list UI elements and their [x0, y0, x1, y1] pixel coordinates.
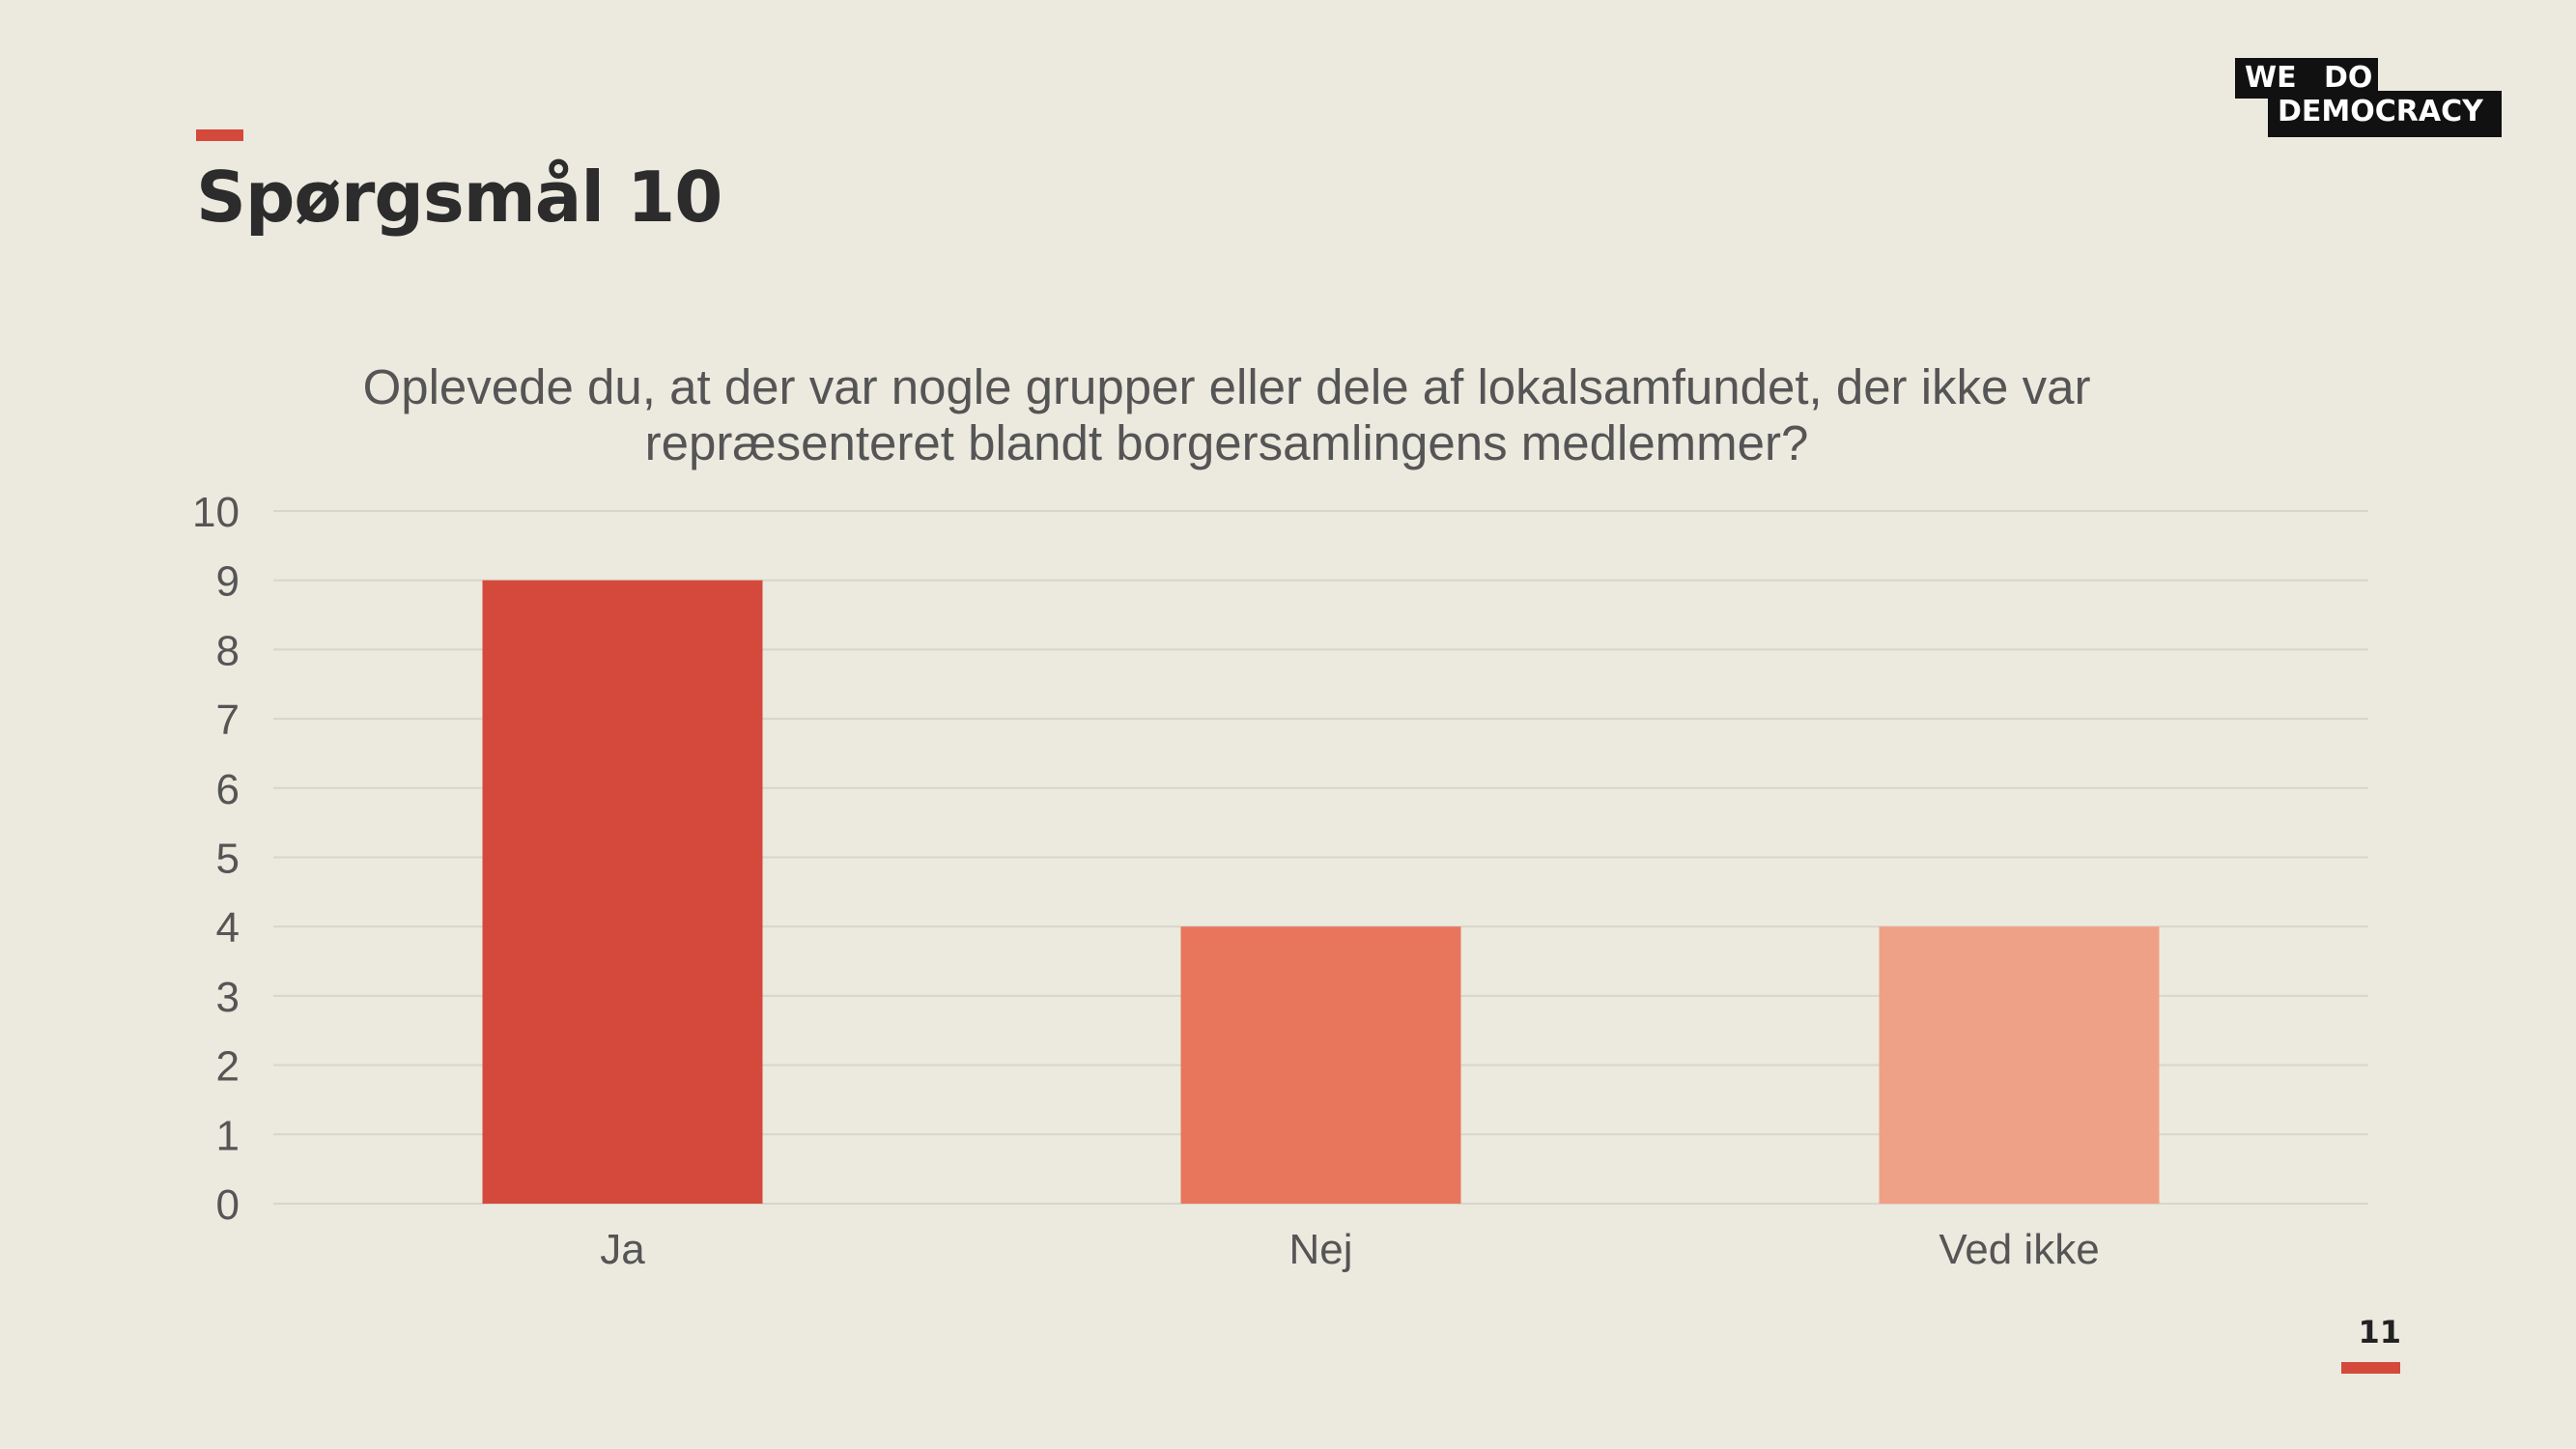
- chart-title: Oplevede du, at der var nogle grupper el…: [362, 359, 2091, 470]
- y-tick-label-9: 9: [216, 558, 240, 606]
- y-tick-label-0: 0: [216, 1181, 240, 1229]
- x-tick-label-ved-ikke: Ved ikke: [1939, 1226, 2099, 1273]
- y-tick-label-10: 10: [192, 489, 240, 536]
- y-tick-label-4: 4: [216, 904, 240, 952]
- x-tick-label-nej: Nej: [1288, 1226, 1352, 1273]
- y-tick-label-1: 1: [216, 1112, 240, 1159]
- y-tick-label-8: 8: [216, 627, 240, 674]
- page-number: 11: [2358, 1314, 2401, 1350]
- y-tick-label-2: 2: [216, 1043, 240, 1091]
- title-accent-bar: [196, 129, 243, 141]
- bar-nej: [1180, 926, 1461, 1204]
- y-tick-label-5: 5: [216, 836, 240, 883]
- logo-line2: DEMOCRACY: [2268, 91, 2502, 137]
- y-tick-label-7: 7: [216, 696, 240, 744]
- we-do-democracy-logo: WE DO DEMOCRACY: [2235, 58, 2502, 137]
- x-tick-label-ja: Ja: [600, 1226, 645, 1273]
- page-number-accent-bar: [2341, 1362, 2400, 1374]
- bar-ved-ikke: [1879, 926, 2160, 1204]
- y-tick-label-3: 3: [216, 974, 240, 1021]
- bar-ja: [482, 580, 763, 1204]
- page-title: Spørgsmål 10: [196, 156, 722, 238]
- y-tick-label-6: 6: [216, 766, 240, 813]
